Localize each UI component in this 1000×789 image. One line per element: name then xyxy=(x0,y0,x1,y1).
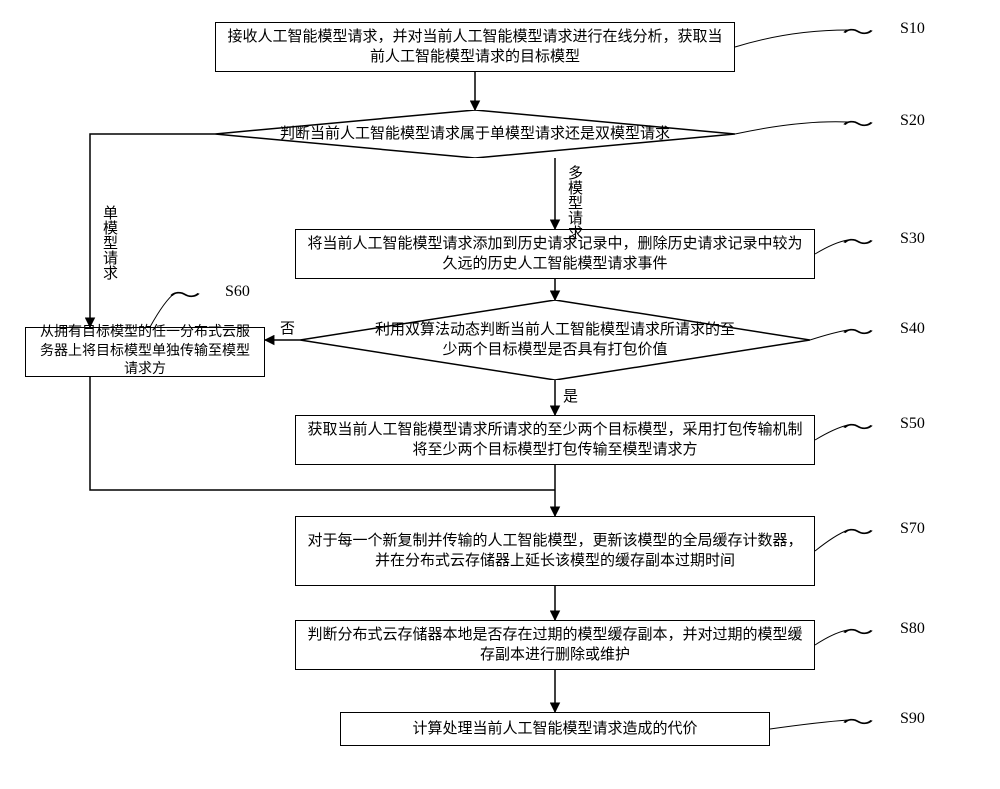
node-s50-text: 获取当前人工智能模型请求所请求的至少两个目标模型，采用打包传输机制将至少两个目标… xyxy=(306,420,804,461)
node-s50: 获取当前人工智能模型请求所请求的至少两个目标模型，采用打包传输机制将至少两个目标… xyxy=(295,415,815,465)
step-s90: S90 xyxy=(900,710,925,728)
node-s60-text: 从拥有目标模型的任一分布式云服务器上将目标模型单独传输至模型请求方 xyxy=(36,324,254,381)
tilde-s90: ～ xyxy=(842,706,874,735)
edge-label-yes: 是 xyxy=(563,388,578,406)
node-s70-text: 对于每一个新复制并传输的人工智能模型，更新该模型的全局缓存计数器，并在分布式云存… xyxy=(306,531,804,572)
node-s30: 将当前人工智能模型请求添加到历史请求记录中，删除历史请求记录中较为久远的历史人工… xyxy=(295,229,815,279)
step-s20: S20 xyxy=(900,112,925,130)
node-s40-text: 利用双算法动态判断当前人工智能模型请求所请求的至少两个目标模型是否具有打包价值 xyxy=(370,320,740,361)
tilde-s60: ～ xyxy=(169,279,201,308)
step-s40: S40 xyxy=(900,320,925,338)
step-s10: S10 xyxy=(900,20,925,38)
tilde-s70: ～ xyxy=(842,516,874,545)
tilde-s30: ～ xyxy=(842,226,874,255)
step-s80: S80 xyxy=(900,620,925,638)
node-s60: 从拥有目标模型的任一分布式云服务器上将目标模型单独传输至模型请求方 xyxy=(25,327,265,377)
tilde-s20: ～ xyxy=(842,108,874,137)
edge-label-no: 否 xyxy=(280,320,295,338)
node-s90-text: 计算处理当前人工智能模型请求造成的代价 xyxy=(412,719,697,739)
node-s30-text: 将当前人工智能模型请求添加到历史请求记录中，删除历史请求记录中较为久远的历史人工… xyxy=(306,234,804,275)
step-s70: S70 xyxy=(900,520,925,538)
node-s20: 判断当前人工智能模型请求属于单模型请求还是双模型请求 xyxy=(215,110,735,158)
edge-label-single-request: 单模型请求 xyxy=(100,205,118,280)
node-s80-text: 判断分布式云存储器本地是否存在过期的模型缓存副本，并对过期的模型缓存副本进行删除… xyxy=(306,625,804,666)
node-s10-text: 接收人工智能模型请求，并对当前人工智能模型请求进行在线分析，获取当前人工智能模型… xyxy=(226,27,724,68)
tilde-s50: ～ xyxy=(842,411,874,440)
node-s10: 接收人工智能模型请求，并对当前人工智能模型请求进行在线分析，获取当前人工智能模型… xyxy=(215,22,735,72)
node-s80: 判断分布式云存储器本地是否存在过期的模型缓存副本，并对过期的模型缓存副本进行删除… xyxy=(295,620,815,670)
step-s60: S60 xyxy=(225,283,250,301)
edge-label-multi-request: 多模型请求 xyxy=(565,165,583,240)
tilde-s80: ～ xyxy=(842,616,874,645)
flowchart-canvas: 接收人工智能模型请求，并对当前人工智能模型请求进行在线分析，获取当前人工智能模型… xyxy=(0,0,1000,789)
node-s40: 利用双算法动态判断当前人工智能模型请求所请求的至少两个目标模型是否具有打包价值 xyxy=(300,300,810,380)
tilde-s10: ～ xyxy=(842,16,874,45)
node-s90: 计算处理当前人工智能模型请求造成的代价 xyxy=(340,712,770,746)
node-s20-text: 判断当前人工智能模型请求属于单模型请求还是双模型请求 xyxy=(280,124,670,144)
tilde-s40: ～ xyxy=(842,316,874,345)
step-s50: S50 xyxy=(900,415,925,433)
step-s30: S30 xyxy=(900,230,925,248)
node-s70: 对于每一个新复制并传输的人工智能模型，更新该模型的全局缓存计数器，并在分布式云存… xyxy=(295,516,815,586)
